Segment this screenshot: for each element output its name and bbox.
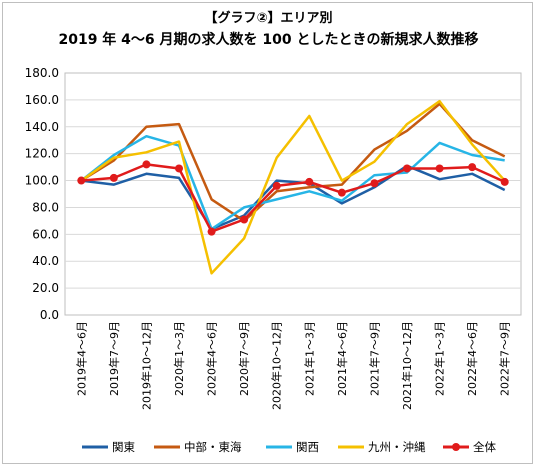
legend-label: 全体 [473, 440, 496, 454]
y-tick-label: 80.0 [32, 200, 59, 214]
series-line [80, 99, 506, 275]
data-point [77, 176, 86, 185]
legend: 関東 中部・東海 関西 九州・沖縄 全体 [82, 440, 496, 454]
data-point [403, 164, 411, 173]
legend-label: 関西 [296, 440, 319, 454]
series-line [80, 134, 505, 231]
y-tick-label: 40.0 [32, 254, 59, 268]
y-tick-label: 100.0 [25, 174, 59, 188]
data-point [370, 179, 379, 188]
data-point [109, 173, 118, 182]
data-point [435, 164, 444, 173]
x-tick-label: 2020年1～3月 [172, 321, 186, 396]
x-tick-label: 2022年7～9月 [498, 321, 512, 396]
legend-marker [452, 443, 460, 451]
data-point [500, 177, 509, 186]
y-tick-label: 160.0 [25, 93, 59, 107]
data-point [272, 181, 281, 190]
x-tick-label: 2020年7～9月 [237, 321, 251, 396]
x-tick-label: 2022年4～6月 [465, 321, 479, 396]
y-tick-label: 180.0 [25, 66, 59, 80]
data-point [142, 160, 151, 169]
x-tick-label: 2022年1～3月 [433, 321, 447, 396]
x-tick-label: 2021年7～9月 [367, 321, 381, 396]
x-axis-ticks: 2019年4～6月 2019年7～9月 2019年10～12月 2020年1～3月 20… [74, 321, 511, 410]
data-point [305, 177, 314, 186]
legend-label: 九州・沖縄 [368, 440, 426, 454]
series-line [80, 102, 506, 223]
plot-area [64, 72, 522, 316]
series-lines [77, 99, 509, 275]
x-tick-label: 2019年4～6月 [74, 321, 88, 396]
y-tick-label: 0.0 [40, 308, 59, 322]
x-tick-label: 2020年4～6月 [205, 321, 219, 396]
series-line [81, 163, 506, 233]
y-tick-label: 60.0 [32, 227, 59, 241]
x-tick-label: 2020年10～12月 [270, 321, 284, 410]
x-tick-label: 2021年1～3月 [302, 321, 316, 396]
data-point [468, 163, 477, 172]
x-tick-label: 2021年4～6月 [335, 321, 349, 396]
legend-label: 中部・東海 [184, 440, 242, 454]
data-point [240, 215, 249, 224]
data-point [207, 227, 216, 236]
y-tick-label: 20.0 [32, 281, 59, 295]
x-tick-label: 2021年10～12月 [400, 321, 414, 410]
data-point [337, 188, 346, 197]
y-tick-label: 120.0 [25, 147, 59, 161]
y-axis-ticks: 0.0 20.0 40.0 60.0 80.0 100.0 120.0 140.0 160.0 1… [25, 66, 59, 322]
chart-subtitle: 2019 年 4～6 月期の求人数を 100 としたときの新規求人数推移 [58, 32, 479, 48]
y-tick-label: 140.0 [25, 120, 59, 134]
chart-title: 【グラフ②】エリア別 [204, 11, 333, 26]
x-tick-label: 2019年7～9月 [107, 321, 121, 396]
legend-label: 関東 [112, 440, 135, 454]
series-line [81, 164, 506, 231]
data-point [175, 164, 183, 173]
x-tick-label: 2019年10～12月 [139, 321, 153, 410]
